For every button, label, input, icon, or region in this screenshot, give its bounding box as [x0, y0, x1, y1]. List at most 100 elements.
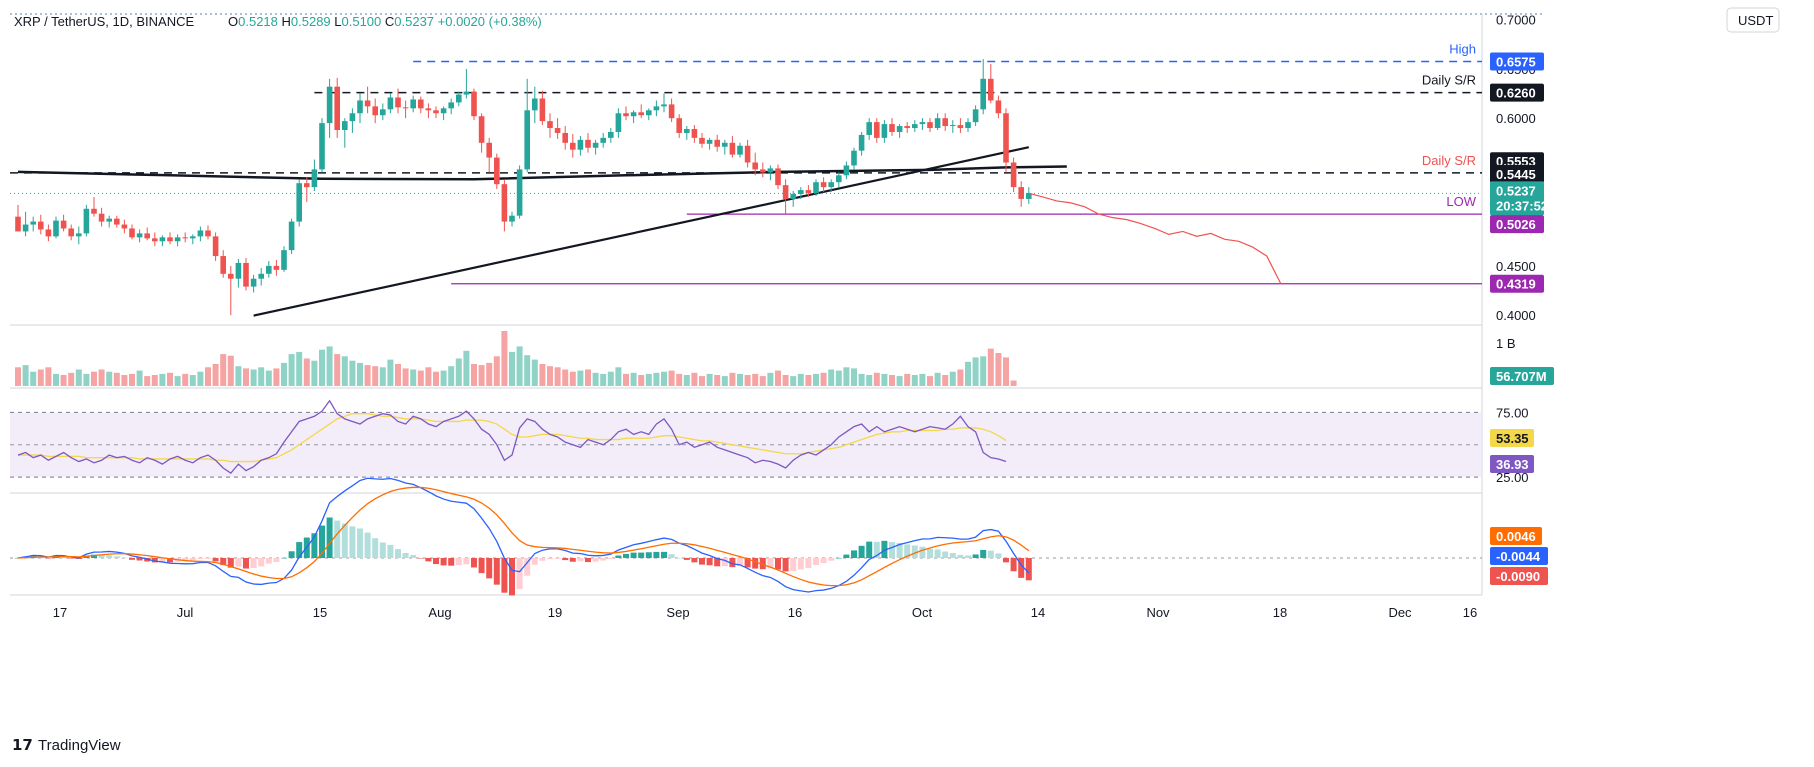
macd-hist-bar: [486, 558, 493, 579]
macd-hist-bar: [927, 548, 933, 558]
candle-body: [760, 169, 766, 173]
candle-body: [304, 183, 310, 188]
candles: [15, 59, 1032, 316]
volume-bar: [1003, 357, 1009, 386]
volume-bar: [372, 366, 379, 386]
volume-bar: [995, 353, 1002, 386]
rsi-tick-75: 75.00: [1496, 405, 1529, 420]
volume-bar: [858, 373, 865, 386]
macd-hist-bar: [1025, 558, 1032, 581]
candle-body: [676, 118, 682, 133]
candle-body: [889, 124, 895, 132]
macd-hist-bar: [182, 558, 189, 562]
macd-hist-bar: [311, 533, 318, 558]
candle-body: [661, 104, 667, 107]
currency-button-bg: [1726, 7, 1780, 33]
candle-body: [881, 124, 888, 138]
candle-body: [98, 213, 105, 222]
volume-bar: [691, 372, 698, 386]
time-tick-Dec: Dec: [1388, 605, 1412, 620]
volume-bar: [60, 375, 67, 386]
macd-hist-bar: [440, 558, 447, 566]
candle-body: [752, 162, 758, 170]
volume-bar: [668, 370, 675, 386]
macd-hist-bar: [987, 550, 994, 558]
macd-hist-bar: [319, 525, 325, 558]
badge-volume-bg: [1490, 367, 1554, 385]
macd-hist-bar: [797, 558, 804, 570]
volume-bar: [881, 373, 888, 386]
candle-body: [729, 142, 736, 155]
macd-hist-bar: [197, 558, 204, 560]
macd-hist-bar: [60, 557, 67, 558]
projected-path: [1028, 192, 1282, 285]
macd-hist-bar: [653, 551, 660, 558]
macd-hist-bar: [159, 558, 166, 563]
volume-bar: [721, 376, 728, 386]
macd-hist-bar: [91, 554, 97, 558]
ma-200-line: [17, 165, 1067, 181]
macd-hist-bar: [881, 540, 888, 558]
volume-bar: [585, 369, 591, 386]
badge-volume-text: 56.707M: [1496, 369, 1547, 384]
macd-hist-bar: [471, 558, 477, 568]
badge-daily-sr-lower-bg: [1490, 164, 1544, 183]
candle-body: [684, 129, 690, 133]
ohlc-high-value: 0.5289: [291, 14, 331, 29]
macd-hist-bar: [433, 558, 439, 565]
badge-rsi-text: 36.93: [1496, 457, 1529, 472]
time-tick-Aug: Aug: [428, 605, 451, 620]
chart-header: XRP / TetherUS, 1D, BINANCE O0.5218 H0.52…: [14, 14, 542, 29]
macd-hist-bar: [585, 558, 591, 563]
macd-hist-bar: [106, 555, 113, 558]
macd-hist-bar: [531, 558, 538, 565]
candle-body: [121, 224, 128, 229]
volume-bar: [471, 364, 477, 386]
symbol-label: XRP / TetherUS, 1D, BINANCE: [14, 14, 194, 29]
volume-bar: [486, 362, 493, 386]
candle-body: [167, 237, 173, 242]
candle-body: [638, 112, 644, 116]
candle-body: [919, 122, 926, 125]
ohlc-low-value: 0.5100: [342, 14, 382, 29]
candle-body: [182, 237, 188, 239]
candle-body: [228, 273, 234, 279]
volume-bar: [113, 372, 120, 386]
candle-body: [737, 145, 743, 155]
candle-body: [136, 233, 143, 238]
macd-hist-bar: [866, 541, 873, 558]
volume-bar: [235, 366, 242, 386]
volume-bar: [174, 376, 181, 386]
candle-body: [896, 126, 903, 132]
candle-body: [60, 220, 67, 229]
volume-bar: [395, 364, 401, 386]
currency-button[interactable]: USDT: [1726, 7, 1780, 33]
volume-bar: [949, 371, 956, 386]
volume-bar: [273, 368, 280, 386]
candle-body: [144, 233, 150, 239]
macd-hist-bar: [714, 558, 721, 567]
candle-body: [91, 208, 97, 214]
macd-hist-bar: [820, 558, 827, 564]
badge-last-price-value: 0.5237: [1496, 183, 1536, 198]
candle-body: [980, 78, 986, 110]
volume-bar: [98, 369, 105, 386]
volume-bar: [448, 366, 455, 386]
volume-bar: [957, 369, 964, 386]
candle-body: [532, 98, 538, 111]
volume-bar: [638, 375, 645, 386]
rsi-line: [17, 399, 1007, 475]
macd-hist-bar: [243, 558, 249, 569]
candle-body: [828, 182, 834, 188]
candle-body: [623, 113, 629, 117]
candle-body: [387, 97, 394, 110]
candle-body: [212, 236, 219, 257]
badge-lower-support-bg: [1490, 274, 1544, 293]
volume-bar: [919, 373, 926, 386]
candle-body: [440, 108, 447, 114]
volume-bar: [425, 367, 432, 386]
volume-bar: [873, 372, 880, 386]
candle-body: [372, 106, 378, 116]
macd-hist-bar: [554, 558, 561, 559]
